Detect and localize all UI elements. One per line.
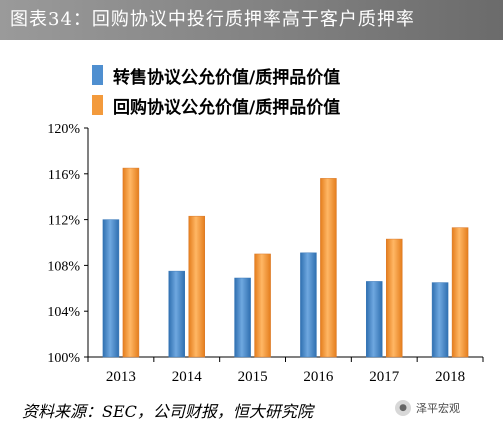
legend-item-repo: 回购协议公允价值/质押品价值 — [92, 90, 340, 120]
x-tick-label: 2018 — [435, 369, 465, 385]
bar-resale-2015 — [234, 277, 251, 358]
legend-swatch-resale — [92, 65, 103, 85]
bar-resale-2018 — [431, 282, 449, 358]
y-tick-label: 112% — [48, 214, 80, 229]
bar-repo-2018 — [451, 227, 469, 358]
x-tick-label: 2014 — [172, 369, 203, 385]
y-tick-label: 108% — [47, 259, 80, 274]
legend-item-resale: 转售协议公允价值/质押品价值 — [92, 60, 340, 90]
bar-resale-2016 — [300, 252, 317, 358]
x-tick-label: 2015 — [238, 369, 268, 385]
legend-label-repo: 回购协议公允价值/质押品价值 — [113, 97, 341, 118]
bar-repo-2017 — [386, 238, 403, 358]
x-tick-label: 2013 — [106, 369, 136, 385]
x-tick-label: 2016 — [303, 369, 334, 385]
bar-resale-2014 — [168, 270, 185, 358]
chart-title: 图表34：回购协议中投行质押率高于客户质押率 — [0, 0, 503, 40]
bar-resale-2013 — [102, 219, 120, 358]
y-tick-label: 116% — [48, 168, 80, 183]
bar-repo-2015 — [254, 253, 271, 358]
legend: 转售协议公允价值/质押品价值 回购协议公允价值/质押品价值 — [92, 60, 340, 120]
bar-resale-2017 — [366, 281, 383, 358]
y-tick-label: 100% — [47, 351, 80, 366]
bar-repo-2013 — [122, 167, 140, 358]
y-tick-label: 104% — [47, 305, 80, 320]
bar-repo-2014 — [188, 215, 205, 358]
source-note: 资料来源：SEC，公司财报，恒大研究院 — [22, 402, 313, 421]
wechat-icon: ● — [395, 400, 411, 416]
watermark: ● 泽平宏观 — [395, 400, 460, 416]
watermark-label: 泽平宏观 — [416, 402, 460, 415]
x-tick-label: 2017 — [369, 369, 400, 385]
legend-label-resale: 转售协议公允价值/质押品价值 — [113, 67, 341, 88]
legend-swatch-repo — [92, 95, 103, 115]
bar-repo-2016 — [320, 178, 337, 358]
y-tick-label: 120% — [47, 122, 80, 137]
